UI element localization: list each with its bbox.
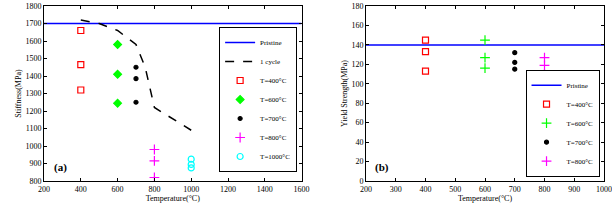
- svg-text:Yield Strength(MPa): Yield Strength(MPa): [340, 60, 349, 127]
- svg-text:T=1000°C: T=1000°C: [260, 153, 290, 161]
- svg-text:800: 800: [29, 177, 41, 186]
- svg-text:1000: 1000: [183, 185, 199, 194]
- svg-text:0: 0: [359, 177, 363, 186]
- svg-text:600: 600: [112, 185, 124, 194]
- svg-text:800: 800: [539, 185, 551, 194]
- svg-text:T=400°C: T=400°C: [567, 101, 594, 109]
- svg-text:Temperature(°C): Temperature(°C): [146, 194, 201, 203]
- svg-text:Stiffness(MPa): Stiffness(MPa): [14, 69, 23, 118]
- svg-text:Pristine: Pristine: [260, 39, 281, 47]
- svg-text:1600: 1600: [25, 37, 41, 46]
- svg-text:20: 20: [355, 157, 363, 166]
- svg-text:900: 900: [568, 185, 580, 194]
- svg-text:60: 60: [355, 118, 363, 127]
- svg-text:600: 600: [479, 185, 491, 194]
- svg-text:(a): (a): [54, 161, 67, 174]
- svg-text:80: 80: [355, 99, 363, 108]
- svg-text:T=400°C: T=400°C: [260, 77, 287, 85]
- svg-text:1800: 1800: [25, 2, 41, 11]
- svg-text:400: 400: [420, 185, 432, 194]
- svg-text:700: 700: [509, 185, 521, 194]
- svg-text:160: 160: [351, 21, 363, 30]
- svg-text:T=600°C: T=600°C: [567, 120, 594, 128]
- svg-text:T=700°C: T=700°C: [567, 139, 594, 147]
- svg-text:Pristine: Pristine: [567, 82, 588, 90]
- svg-text:200: 200: [38, 185, 50, 194]
- svg-text:(b): (b): [375, 161, 389, 174]
- svg-text:1500: 1500: [25, 54, 41, 63]
- svg-text:1400: 1400: [25, 72, 41, 81]
- svg-text:180: 180: [351, 2, 363, 11]
- svg-text:200: 200: [360, 185, 372, 194]
- svg-text:Temperature(°C): Temperature(°C): [458, 194, 513, 203]
- svg-text:1300: 1300: [25, 89, 41, 98]
- svg-text:1000: 1000: [596, 185, 612, 194]
- svg-text:T=800°C: T=800°C: [567, 158, 594, 166]
- svg-text:1200: 1200: [25, 107, 41, 116]
- svg-text:T=700°C: T=700°C: [260, 115, 287, 123]
- svg-text:1 cycle: 1 cycle: [260, 58, 280, 66]
- svg-text:1400: 1400: [257, 185, 273, 194]
- svg-text:900: 900: [29, 159, 41, 168]
- svg-text:1600: 1600: [294, 185, 310, 194]
- svg-text:1200: 1200: [220, 185, 236, 194]
- svg-text:40: 40: [355, 138, 363, 147]
- svg-text:800: 800: [148, 185, 160, 194]
- svg-text:1000: 1000: [25, 142, 41, 151]
- svg-text:1700: 1700: [25, 19, 41, 28]
- svg-text:100: 100: [351, 80, 363, 89]
- svg-text:400: 400: [75, 185, 87, 194]
- svg-text:120: 120: [351, 60, 363, 69]
- svg-text:300: 300: [390, 185, 402, 194]
- svg-text:140: 140: [351, 41, 363, 50]
- svg-text:T=600°C: T=600°C: [260, 96, 287, 104]
- svg-text:500: 500: [449, 185, 461, 194]
- svg-text:1100: 1100: [26, 124, 42, 133]
- svg-text:T=800°C: T=800°C: [260, 134, 287, 142]
